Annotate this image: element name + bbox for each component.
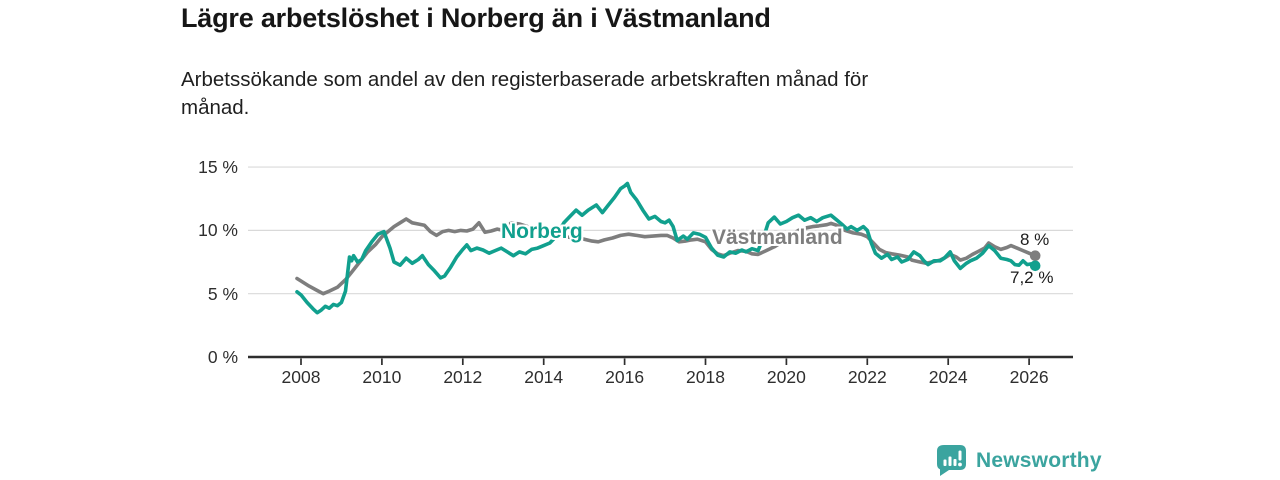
series-line-norberg <box>295 181 1037 315</box>
series-end-dot-norberg <box>1029 260 1041 272</box>
x-tick-label: 2014 <box>524 367 564 387</box>
y-tick-label: 10 % <box>198 220 238 241</box>
series-label-norberg: Norberg <box>501 220 583 243</box>
y-tick-label: 5 % <box>207 283 238 304</box>
chart-subtitle: Arbetssökande som andel av den registerb… <box>181 68 869 119</box>
y-tick-label: 0 % <box>207 347 238 367</box>
x-tick-label: 2026 <box>1009 367 1049 387</box>
x-tick-label: 2012 <box>443 367 483 387</box>
x-tick-label: 2022 <box>847 367 887 387</box>
chart-title: Lägre arbetslöshet i Norberg än i Västma… <box>181 3 771 33</box>
x-tick-label: 2008 <box>281 367 321 387</box>
newsworthy-wordmark: Newsworthy <box>976 448 1102 472</box>
x-tick-label: 2024 <box>928 367 968 387</box>
x-tick-label: 2020 <box>766 367 806 387</box>
x-tick-label: 2010 <box>362 367 402 387</box>
y-tick-label: 15 % <box>198 157 238 178</box>
series-label-vastmanland: Västmanland <box>712 226 843 249</box>
x-tick-label: 2018 <box>686 367 725 387</box>
newsworthy-logo: Newsworthy <box>936 444 1102 477</box>
x-tick-label: 2016 <box>605 367 645 387</box>
series-end-dot-västmanland <box>1029 250 1041 261</box>
end-value-norberg: 7,2 % <box>1010 268 1054 287</box>
end-value-vastmanland: 8 % <box>1020 230 1050 249</box>
bar-chart-speech-bubble-icon <box>937 445 966 476</box>
